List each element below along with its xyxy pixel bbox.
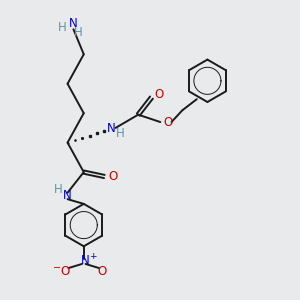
Text: O: O [61,265,70,278]
Text: N: N [81,254,90,267]
Text: N: N [68,17,77,31]
Text: −: − [53,263,61,273]
Text: +: + [89,252,97,261]
Text: O: O [98,265,106,278]
Text: H: H [58,21,67,34]
Text: H: H [74,26,82,39]
Text: N: N [106,122,115,135]
Text: H: H [54,183,63,196]
Text: O: O [154,88,164,101]
Text: N: N [63,189,72,202]
Text: O: O [163,116,172,128]
Text: H: H [116,127,125,140]
Text: O: O [108,170,117,183]
